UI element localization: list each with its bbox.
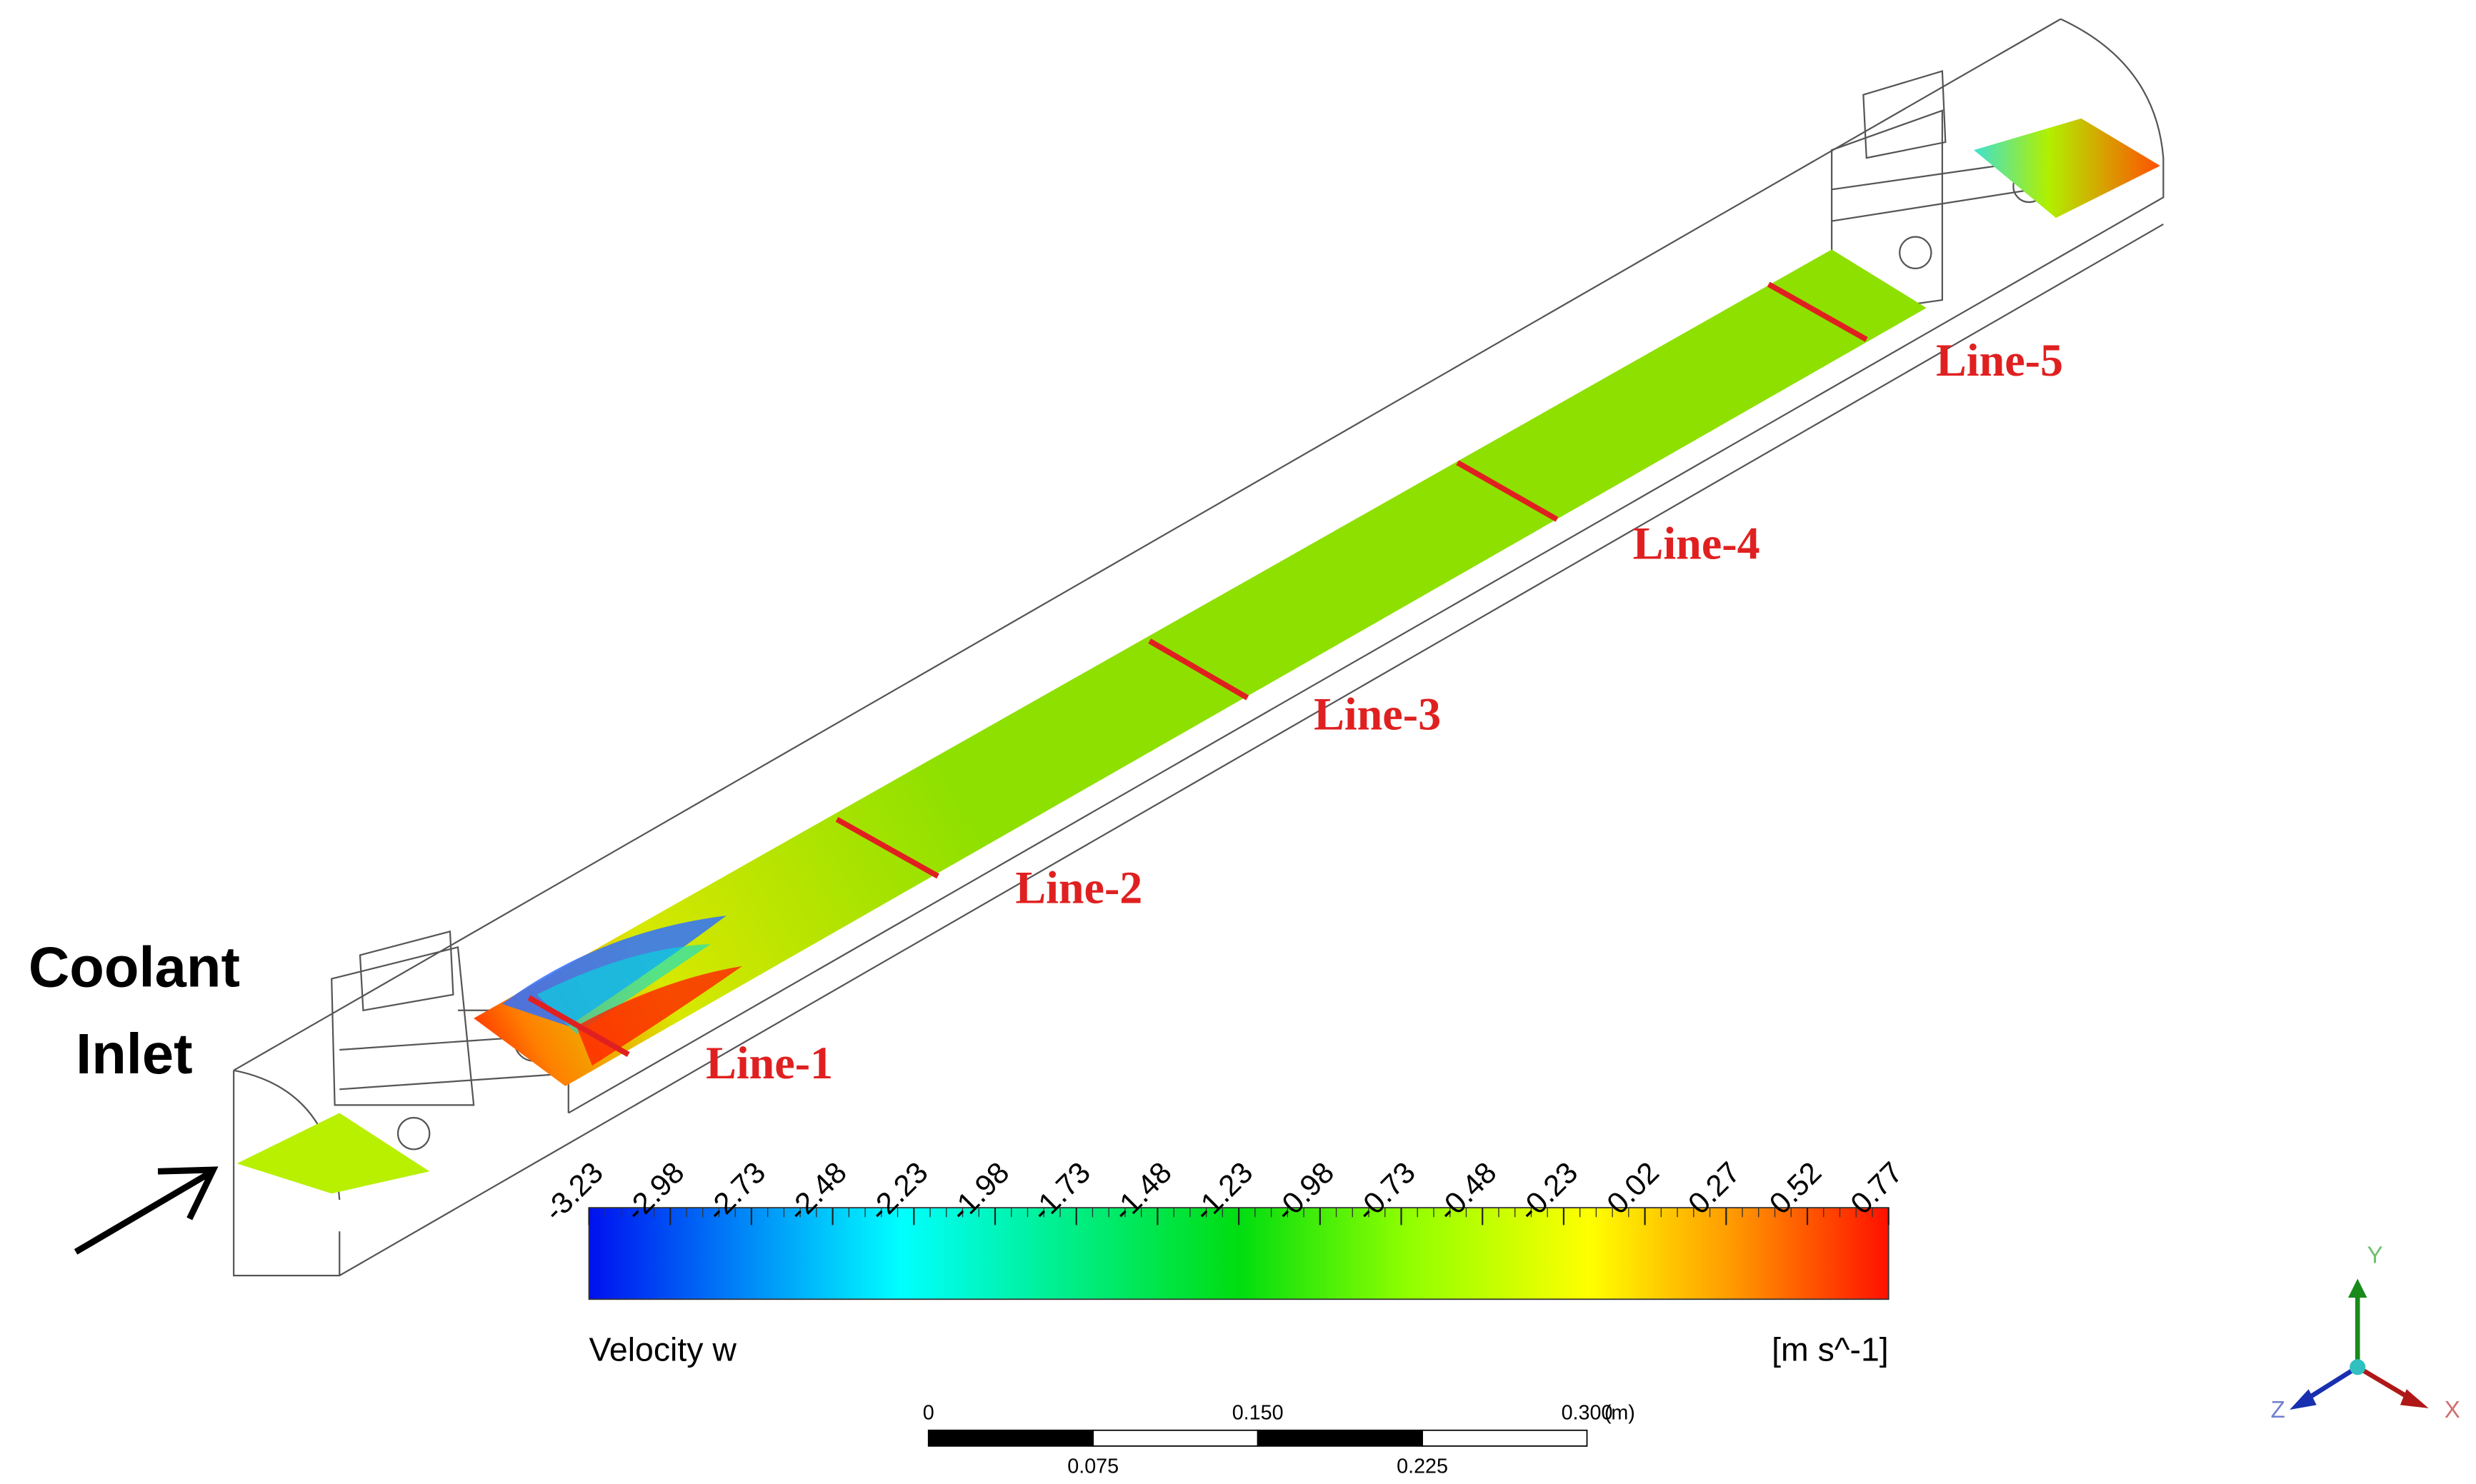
line-label: Line-1 <box>706 1038 833 1088</box>
scale-unit: (m) <box>1604 1401 1635 1424</box>
line-label: Line-3 <box>1314 688 1441 739</box>
axis-label: Y <box>2367 1242 2382 1268</box>
velocity-contour <box>536 943 711 1034</box>
scale-label: 0.075 <box>1067 1455 1119 1478</box>
scale-label: 0.300 <box>1562 1401 1613 1424</box>
line-label: Line-2 <box>1015 862 1142 913</box>
annotation: Coolant <box>29 936 240 999</box>
colorbar-title: Velocity w <box>589 1331 737 1368</box>
axis-triad <box>2290 1278 2429 1410</box>
scale-segment <box>1092 1429 1259 1447</box>
inlet-contour <box>236 1113 430 1194</box>
scale-label: 0.150 <box>1232 1401 1284 1424</box>
line-label: Line-5 <box>1936 335 2063 386</box>
axis-label: X <box>2445 1397 2460 1423</box>
scale-label: 0 <box>923 1401 934 1424</box>
line-label: Line-4 <box>1633 518 1760 569</box>
velocity-contour <box>576 966 742 1066</box>
axis-label: Z <box>2271 1397 2285 1423</box>
scale-segment <box>1257 1429 1423 1447</box>
scale-segment <box>927 1429 1094 1447</box>
geometry <box>74 18 2165 1277</box>
annotation: Inlet <box>76 1022 193 1086</box>
scale-segment <box>1422 1429 1588 1447</box>
scale-label: 0.225 <box>1397 1455 1448 1478</box>
probe-lines <box>527 281 1868 1058</box>
colorbar-units: [m s^-1] <box>1772 1331 1889 1368</box>
outlet-contour <box>1974 118 2160 219</box>
